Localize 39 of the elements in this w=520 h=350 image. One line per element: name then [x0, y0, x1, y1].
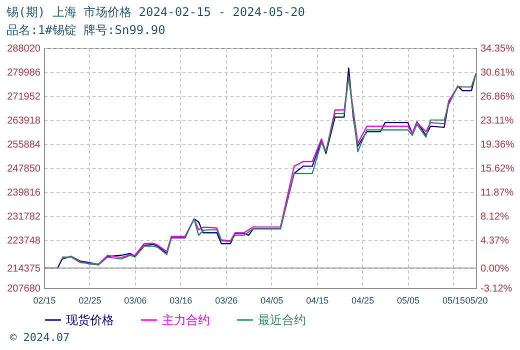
y-tick-label: 223748	[7, 236, 41, 246]
x-tick-label: 05/05	[397, 296, 420, 306]
y2-tick-label: 30.61%	[480, 67, 515, 78]
x-tick-label: 05/20	[465, 296, 488, 306]
y-tick-label: 214375	[7, 264, 41, 274]
y-tick-label: 255884	[7, 140, 41, 150]
y2-tick-label: 11.87%	[480, 187, 514, 198]
x-tick-label: 05/15	[442, 296, 466, 306]
y-tick-label: 231782	[7, 212, 41, 222]
chart-title: 锡(期) 上海 市场价格 2024-02-15 - 2024-05-20	[6, 5, 305, 19]
x-tick-label: 03/26	[215, 296, 238, 306]
y2-tick-label: 15.62%	[480, 163, 515, 174]
x-tick-label: 04/05	[260, 296, 284, 306]
y2-tick-label: 0.00%	[480, 264, 509, 275]
chart-subtitle: 品名:1#锡锭 牌号:Sn99.90	[6, 23, 166, 37]
legend-label: 主力合约	[162, 313, 210, 327]
x-tick-label: 04/15	[306, 296, 329, 306]
text: © 2024.07	[10, 331, 70, 344]
y2-tick-label: 4.37%	[480, 236, 509, 247]
y2-tick-label: 8.12%	[480, 212, 509, 223]
y2-tick-label: 23.11%	[480, 115, 514, 126]
x-tick-label: 03/16	[170, 296, 192, 306]
y-tick-label: 239816	[7, 188, 41, 198]
y-tick-label: 279986	[7, 68, 41, 78]
y2-tick-label: 34.35%	[480, 44, 515, 54]
y-tick-label: 247850	[7, 164, 41, 174]
y-tick-label: 271952	[7, 92, 41, 102]
x-tick-label: 02/15	[33, 296, 56, 306]
legend-label: 最近合约	[258, 313, 306, 327]
x-tick-label: 03/06	[124, 296, 147, 306]
y-tick-label: 263918	[7, 116, 41, 126]
y-tick-label: 207680	[7, 284, 41, 294]
y2-tick-label: 26.86%	[480, 91, 515, 102]
y2-tick-label: 19.36%	[480, 140, 515, 151]
legend-label: 现货价格	[66, 313, 114, 327]
y-tick-label: 288020	[7, 44, 41, 54]
y2-tick-label: -3.12%	[480, 284, 512, 294]
x-tick-label: 04/25	[352, 296, 374, 306]
x-tick-label: 02/25	[78, 296, 102, 306]
